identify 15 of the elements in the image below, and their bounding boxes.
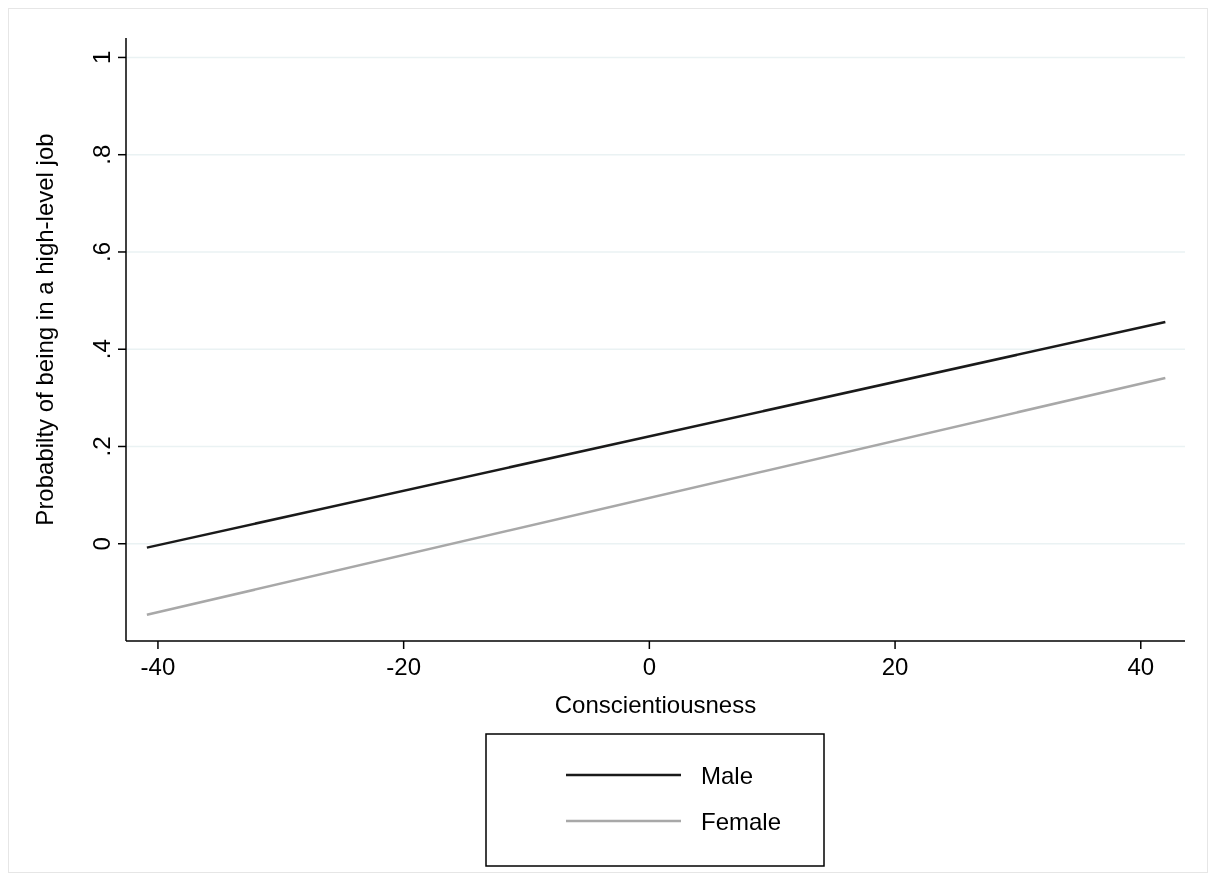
y-tick-label: 1 (88, 50, 115, 65)
x-tick-label: -40 (140, 653, 176, 680)
x-tick-label: 20 (881, 653, 909, 680)
y-tick-label: .4 (88, 339, 115, 360)
x-tick-label: 0 (642, 653, 657, 680)
y-axis-title: Probabilty of being in a high-level job (31, 133, 58, 526)
y-tick-label: .6 (88, 241, 115, 262)
legend-label: Male (701, 762, 754, 789)
x-axis-title: Conscientiousness (554, 691, 757, 718)
legend-label: Female (701, 808, 782, 835)
x-tick-label: -20 (386, 653, 421, 680)
y-tick-label: .8 (88, 144, 115, 165)
x-tick-label: 40 (1127, 653, 1155, 680)
y-tick-label: .2 (88, 436, 115, 457)
y-tick-label: 0 (88, 537, 115, 551)
